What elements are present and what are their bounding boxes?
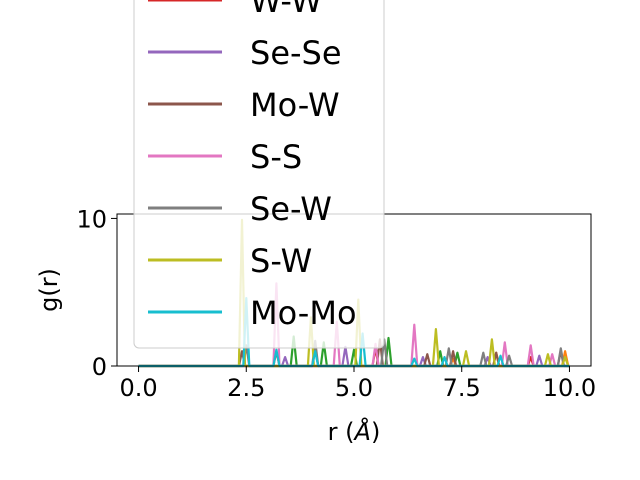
legend-label: Se-W <box>250 190 332 228</box>
legend-label: Se-Se <box>250 34 342 72</box>
y-axis-label: g(r) <box>35 268 63 312</box>
legend-label: W-W <box>250 0 322 20</box>
x-axis: 0.0 2.5 5.0 7.5 10.0 <box>119 366 596 402</box>
y-axis: 0 10 <box>76 205 117 381</box>
x-tick-label: 2.5 <box>227 374 265 402</box>
x-tick-label: 0.0 <box>119 374 157 402</box>
x-tick-label: 10.0 <box>543 374 596 402</box>
series-line-se-se <box>138 345 570 368</box>
y-tick-label: 0 <box>92 353 107 381</box>
legend-label: S-W <box>250 242 312 280</box>
x-axis-label-suffix: ) <box>371 418 380 446</box>
y-tick-label: 10 <box>76 205 107 233</box>
x-tick-label: 7.5 <box>443 374 481 402</box>
x-axis-label-prefix: r ( <box>328 418 355 446</box>
x-axis-label-unit: Å <box>353 417 371 446</box>
x-axis-label: r (Å) <box>328 417 381 446</box>
legend-label: Mo-Mo <box>250 294 357 332</box>
legend: W-W Se-Se Mo-W S-S Se-W S-W Mo-Mo <box>133 0 385 349</box>
legend-label: Mo-W <box>250 86 340 124</box>
legend-label: S-S <box>250 138 302 176</box>
x-tick-label: 5.0 <box>335 374 373 402</box>
